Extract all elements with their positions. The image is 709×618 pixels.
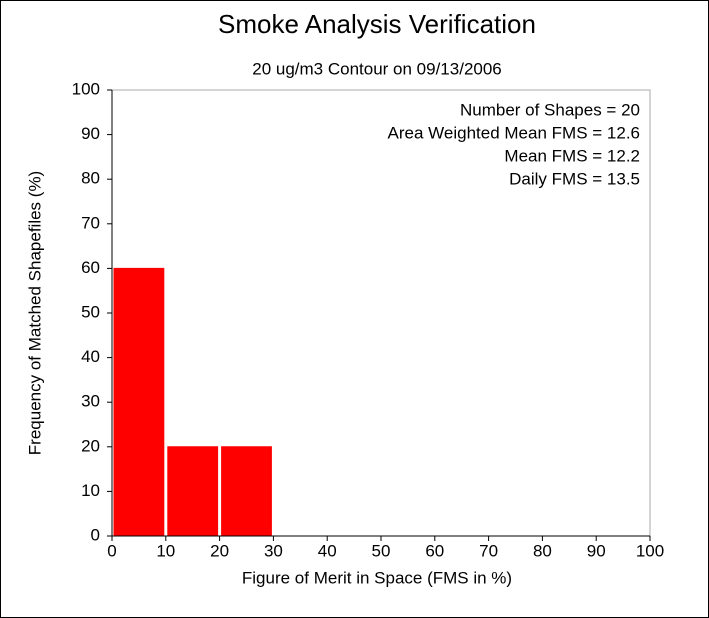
y-tick-label: 40 <box>81 347 100 366</box>
x-axis-label: Figure of Merit in Space (FMS in %) <box>242 568 512 587</box>
x-tick-label: 40 <box>318 541 337 560</box>
y-tick-label: 30 <box>81 392 100 411</box>
y-tick-label: 60 <box>81 258 100 277</box>
x-tick-label: 100 <box>636 541 664 560</box>
y-tick-label: 10 <box>81 481 100 500</box>
chart-title: Smoke Analysis Verification <box>218 9 536 39</box>
x-tick-label: 50 <box>372 541 391 560</box>
x-tick-label: 70 <box>479 541 498 560</box>
annotation: Mean FMS = 12.2 <box>504 146 640 165</box>
y-tick-label: 20 <box>81 436 100 455</box>
x-tick-label: 10 <box>156 541 175 560</box>
x-tick-label: 20 <box>210 541 229 560</box>
bar <box>221 446 272 537</box>
y-tick-label: 100 <box>72 79 100 98</box>
y-tick-label: 80 <box>81 169 100 188</box>
y-tick-label: 50 <box>81 302 100 321</box>
y-tick-label: 90 <box>81 124 100 143</box>
annotation: Area Weighted Mean FMS = 12.6 <box>388 123 640 142</box>
y-tick-label: 0 <box>91 525 100 544</box>
bar <box>113 267 165 537</box>
x-tick-label: 80 <box>533 541 552 560</box>
x-tick-label: 60 <box>425 541 444 560</box>
bar <box>167 446 219 537</box>
x-tick-label: 0 <box>107 541 116 560</box>
y-axis-label: Frequency of Matched Shapefiles (%) <box>25 171 44 455</box>
annotation: Daily FMS = 13.5 <box>509 169 640 188</box>
annotation: Number of Shapes = 20 <box>460 100 640 119</box>
x-tick-label: 90 <box>587 541 606 560</box>
chart-subtitle: 20 ug/m3 Contour on 09/13/2006 <box>252 59 502 78</box>
x-tick-label: 30 <box>264 541 283 560</box>
y-tick-label: 70 <box>81 213 100 232</box>
